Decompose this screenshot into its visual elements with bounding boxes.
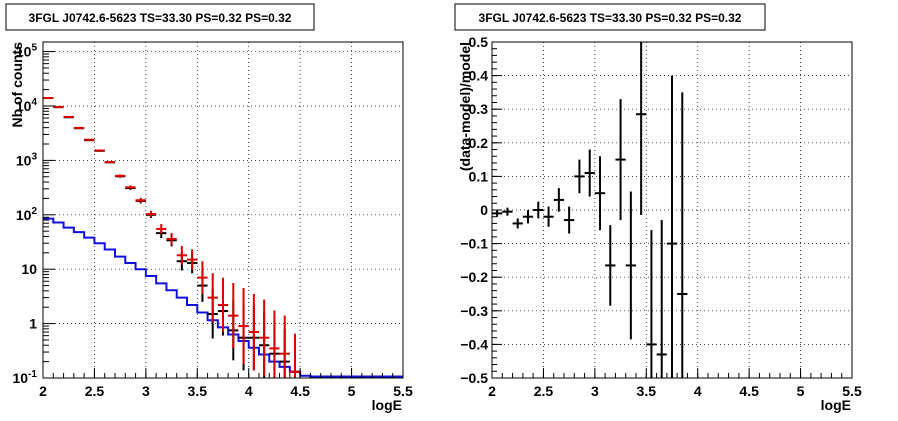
residuals-ylabel: (data-model)/model — [457, 42, 473, 171]
data-point-red — [207, 273, 218, 323]
residuals-panel: 2 2.5 3 3.5 4 4.5 5 5.5 −0.5 −0.4 −0.3 −0.2 −0.1 0 0.1… — [449, 0, 898, 421]
counts-axes: 2 2.5 3 3.5 4 4.5 5 5.5 10-1 1 10 102 103 104 105 — [13, 43, 413, 399]
residuals-x-tick-label: 5.5 — [842, 383, 862, 399]
residuals-x-tick-label: 3.5 — [637, 383, 657, 399]
data-point-red — [289, 333, 301, 378]
residuals-title: 3FGL J0742.6-5623 TS=33.30 PS=0.32 PS=0.… — [479, 11, 742, 25]
counts-y-tick-label: 10-1 — [13, 369, 38, 386]
counts-x-tick-label: 3.5 — [188, 383, 208, 399]
counts-y-tick-label: 102 — [16, 206, 38, 223]
residual-point — [564, 206, 575, 234]
data-point-red — [248, 293, 259, 371]
data-point-red — [176, 246, 187, 265]
residuals-y-tick-label: −0.1 — [460, 236, 488, 252]
counts-y-tick-label: 103 — [16, 151, 38, 168]
counts-x-tick-label: 2.5 — [85, 383, 105, 399]
data-point-red — [84, 138, 95, 141]
residuals-x-tick-label: 2.5 — [534, 383, 554, 399]
counts-title: 3FGL J0742.6-5623 TS=33.30 PS=0.32 PS=0.… — [29, 11, 292, 25]
data-point-red — [53, 105, 64, 108]
data-point-red — [73, 126, 85, 129]
residuals-y-tick-label: 0.3 — [469, 101, 489, 117]
data-point-red — [197, 261, 208, 294]
residual-point — [625, 191, 636, 340]
residuals-x-tick-label: 2 — [488, 383, 496, 399]
residual-point — [533, 201, 544, 219]
data-point-red — [259, 299, 270, 376]
residuals-y-tick-label: 0.2 — [469, 135, 489, 151]
data-point-red — [279, 315, 290, 378]
counts-ylabel: Nb of counts — [9, 42, 25, 128]
residuals-x-tick-label: 4.5 — [739, 383, 759, 399]
data-point-red — [145, 210, 157, 218]
residuals-y-tick-label: −0.4 — [460, 336, 488, 352]
residuals-y-tick-label: 0 — [480, 202, 488, 218]
residual-point — [574, 159, 585, 194]
data-point-red — [115, 174, 126, 178]
data-point-red — [156, 224, 167, 234]
counts-title-box: 3FGL J0742.6-5623 TS=33.30 PS=0.32 PS=0.… — [5, 3, 315, 31]
residuals-y-tick-label: −0.2 — [460, 269, 488, 285]
residuals-x-tick-label: 5 — [797, 383, 805, 399]
counts-x-tick-label: 2 — [39, 383, 47, 399]
residual-point — [615, 99, 626, 221]
residual-point — [594, 156, 606, 231]
data-point-red — [187, 249, 198, 270]
residuals-axes: 2 2.5 3 3.5 4 4.5 5 5.5 −0.5 −0.4 −0.3 −0.2 −0.1 0 0.1… — [460, 34, 862, 399]
residuals-y-tick-label: 0.5 — [469, 34, 489, 50]
residuals-y-tick-label: 0.1 — [469, 168, 489, 184]
residuals-title-box: 3FGL J0742.6-5623 TS=33.30 PS=0.32 PS=0.… — [454, 3, 766, 31]
residuals-y-tick-label: −0.3 — [460, 303, 488, 319]
counts-xlabel: logE — [372, 397, 402, 413]
data-point-red — [238, 288, 249, 365]
counts-plot-marks — [43, 97, 403, 378]
data-point-red — [269, 310, 280, 378]
counts-x-tick-label: 5 — [348, 383, 356, 399]
residual-point — [512, 218, 523, 229]
counts-x-tick-label: 4.5 — [290, 383, 310, 399]
residuals-y-tick-label: −0.5 — [460, 370, 488, 386]
counts-y-tick-label: 1 — [29, 316, 37, 332]
counts-grid — [43, 42, 403, 378]
residuals-xlabel: logE — [821, 397, 851, 413]
counts-y-tick-label: 105 — [16, 43, 38, 60]
counts-x-tick-label: 5.5 — [393, 383, 413, 399]
residuals-plot-marks — [492, 42, 688, 378]
counts-panel: 2 2.5 3 3.5 4 4.5 5 5.5 10-1 1 10 102 103 104 105 3FGL… — [5, 3, 413, 413]
residual-point — [492, 210, 503, 217]
residual-point — [543, 206, 554, 227]
residual-point — [553, 188, 564, 212]
data-point-red — [217, 277, 229, 333]
residual-point — [522, 210, 534, 224]
counts-x-tick-label: 3 — [142, 383, 150, 399]
model-step-line — [43, 217, 403, 378]
residual-point — [502, 207, 513, 216]
counts-x-tick-label: 4 — [245, 383, 253, 399]
data-point-red — [43, 97, 54, 100]
data-point-red — [125, 185, 136, 190]
counts-y-tick-label: 104 — [16, 97, 38, 114]
data-point-red — [135, 197, 146, 203]
data-point-red — [228, 283, 239, 349]
counts-frame — [42, 41, 404, 379]
residual-point — [646, 230, 657, 378]
data-point-red — [166, 232, 177, 245]
data-point-reds — [43, 97, 301, 378]
data-point-red — [104, 161, 115, 164]
residuals-y-tick-label: 0.4 — [469, 68, 489, 84]
residual-point — [584, 149, 595, 197]
residual-point — [636, 42, 647, 216]
data-point-red — [63, 115, 74, 118]
counts-y-tick-label: 10 — [21, 261, 37, 277]
residual-point — [666, 75, 678, 378]
residual-point — [605, 225, 616, 306]
residuals-x-tick-label: 3 — [591, 383, 599, 399]
residual-point — [677, 92, 688, 378]
data-point-red — [94, 149, 105, 152]
residuals-x-tick-label: 4 — [694, 383, 702, 399]
residual-point — [656, 220, 667, 378]
